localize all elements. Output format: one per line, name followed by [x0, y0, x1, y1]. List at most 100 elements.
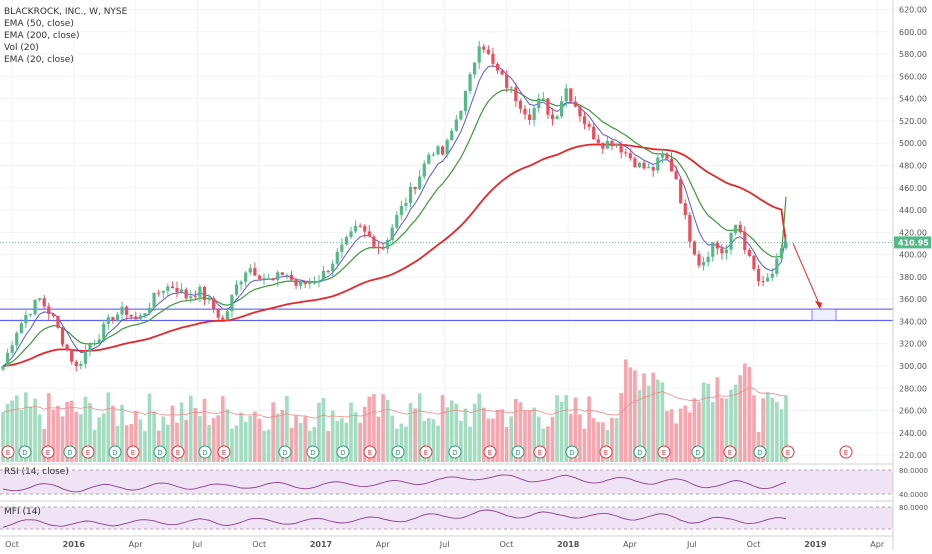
volume-bar	[536, 416, 541, 462]
candle-body	[706, 256, 710, 263]
marker-letter: E	[728, 449, 732, 457]
marker-letter: D	[452, 449, 457, 457]
candle-body	[596, 139, 600, 144]
volume-bar	[738, 375, 743, 462]
volume-bar	[326, 430, 330, 462]
marker-letter: E	[424, 449, 428, 457]
marker-letter: D	[637, 449, 642, 457]
candle-body	[537, 98, 541, 109]
volume-bar	[42, 428, 47, 462]
x-tick-label: Apr	[376, 540, 391, 549]
candle-body	[326, 270, 330, 272]
volume-bar	[317, 402, 321, 462]
volume-bar	[202, 398, 207, 462]
marker-letter: E	[46, 449, 50, 457]
candle-body	[482, 46, 486, 50]
marker-letter: E	[538, 449, 542, 457]
earnings-marker	[599, 445, 613, 459]
candle-body	[541, 98, 545, 100]
candle-body	[624, 152, 628, 154]
candle-body	[344, 237, 349, 245]
y-tick-label: 540.00	[899, 95, 927, 104]
volume-bar	[344, 422, 349, 462]
candle-body	[647, 167, 651, 169]
candle-body	[495, 63, 500, 71]
candle-body	[779, 248, 784, 259]
mfi-band	[0, 507, 893, 529]
candle-body	[431, 154, 436, 156]
projection-arrow	[792, 243, 821, 307]
candle-body	[527, 114, 532, 121]
y-tick-label: 480.00	[899, 162, 927, 171]
candle-body	[175, 288, 179, 293]
volume-bar	[28, 406, 33, 462]
volume-bar	[88, 403, 92, 462]
y-tick-label: 380.00	[899, 273, 927, 282]
volume-bar	[216, 415, 221, 462]
y-tick-label: 420.00	[899, 228, 927, 237]
volume-bar	[266, 429, 271, 462]
rsi-tick: 40.0000	[899, 491, 928, 499]
volume-bar	[33, 398, 37, 462]
candle-body	[1, 366, 5, 370]
volume-bar	[468, 426, 472, 462]
dividend-marker	[511, 445, 525, 459]
volume-bar	[271, 402, 275, 462]
volume-bar	[660, 382, 665, 462]
marker-letter: D	[22, 449, 27, 457]
x-tick-label: Apr	[129, 540, 144, 549]
marker-letter: D	[282, 449, 287, 457]
candle-body	[546, 98, 550, 115]
dividend-marker	[448, 445, 462, 459]
candle-body	[10, 345, 14, 353]
volume-bar	[14, 395, 19, 462]
candle-body	[143, 313, 147, 316]
volume-bar	[733, 384, 738, 462]
candle-body	[230, 294, 234, 312]
volume-bar	[399, 423, 404, 462]
candle-body	[628, 153, 632, 159]
volume-bar	[248, 415, 253, 462]
candle-body	[138, 315, 142, 320]
candle-body	[70, 349, 74, 362]
candle-body	[404, 202, 408, 207]
volume-bar	[477, 393, 482, 462]
ema50-line	[2, 89, 787, 367]
volume-bar	[175, 422, 179, 462]
volume-bar	[601, 422, 605, 462]
volume-bar	[5, 403, 10, 462]
candle-body	[257, 275, 262, 280]
candle-body	[509, 87, 513, 89]
volume-bar	[143, 431, 147, 462]
volume-bar	[133, 410, 138, 462]
candle-body	[202, 286, 207, 300]
candle-body	[157, 292, 161, 294]
x-tick-label: Oct	[5, 540, 19, 549]
candle-body	[564, 88, 568, 102]
volume-bar	[779, 409, 784, 462]
marker-letter: D	[67, 449, 72, 457]
volume-bar	[555, 395, 559, 462]
candle-body	[578, 106, 582, 117]
candle-body	[125, 306, 129, 315]
volume-bar	[715, 377, 720, 462]
candle-body	[514, 87, 518, 101]
y-tick-label: 620.00	[899, 6, 927, 15]
candle-body	[642, 162, 646, 169]
candle-body	[294, 279, 298, 286]
volume-bar	[619, 392, 623, 462]
volume-bar	[655, 379, 660, 462]
candle-body	[33, 300, 37, 314]
legend-vol: Vol (20)	[4, 43, 39, 53]
candle-body	[166, 286, 170, 291]
volume-bar	[518, 402, 523, 462]
candle-body	[51, 313, 55, 316]
candle-body	[266, 278, 271, 280]
volume-bar	[449, 400, 454, 462]
volume-bar	[394, 428, 399, 462]
volume-bar	[541, 428, 546, 462]
candle-body	[376, 246, 381, 248]
candle-body	[477, 46, 481, 63]
